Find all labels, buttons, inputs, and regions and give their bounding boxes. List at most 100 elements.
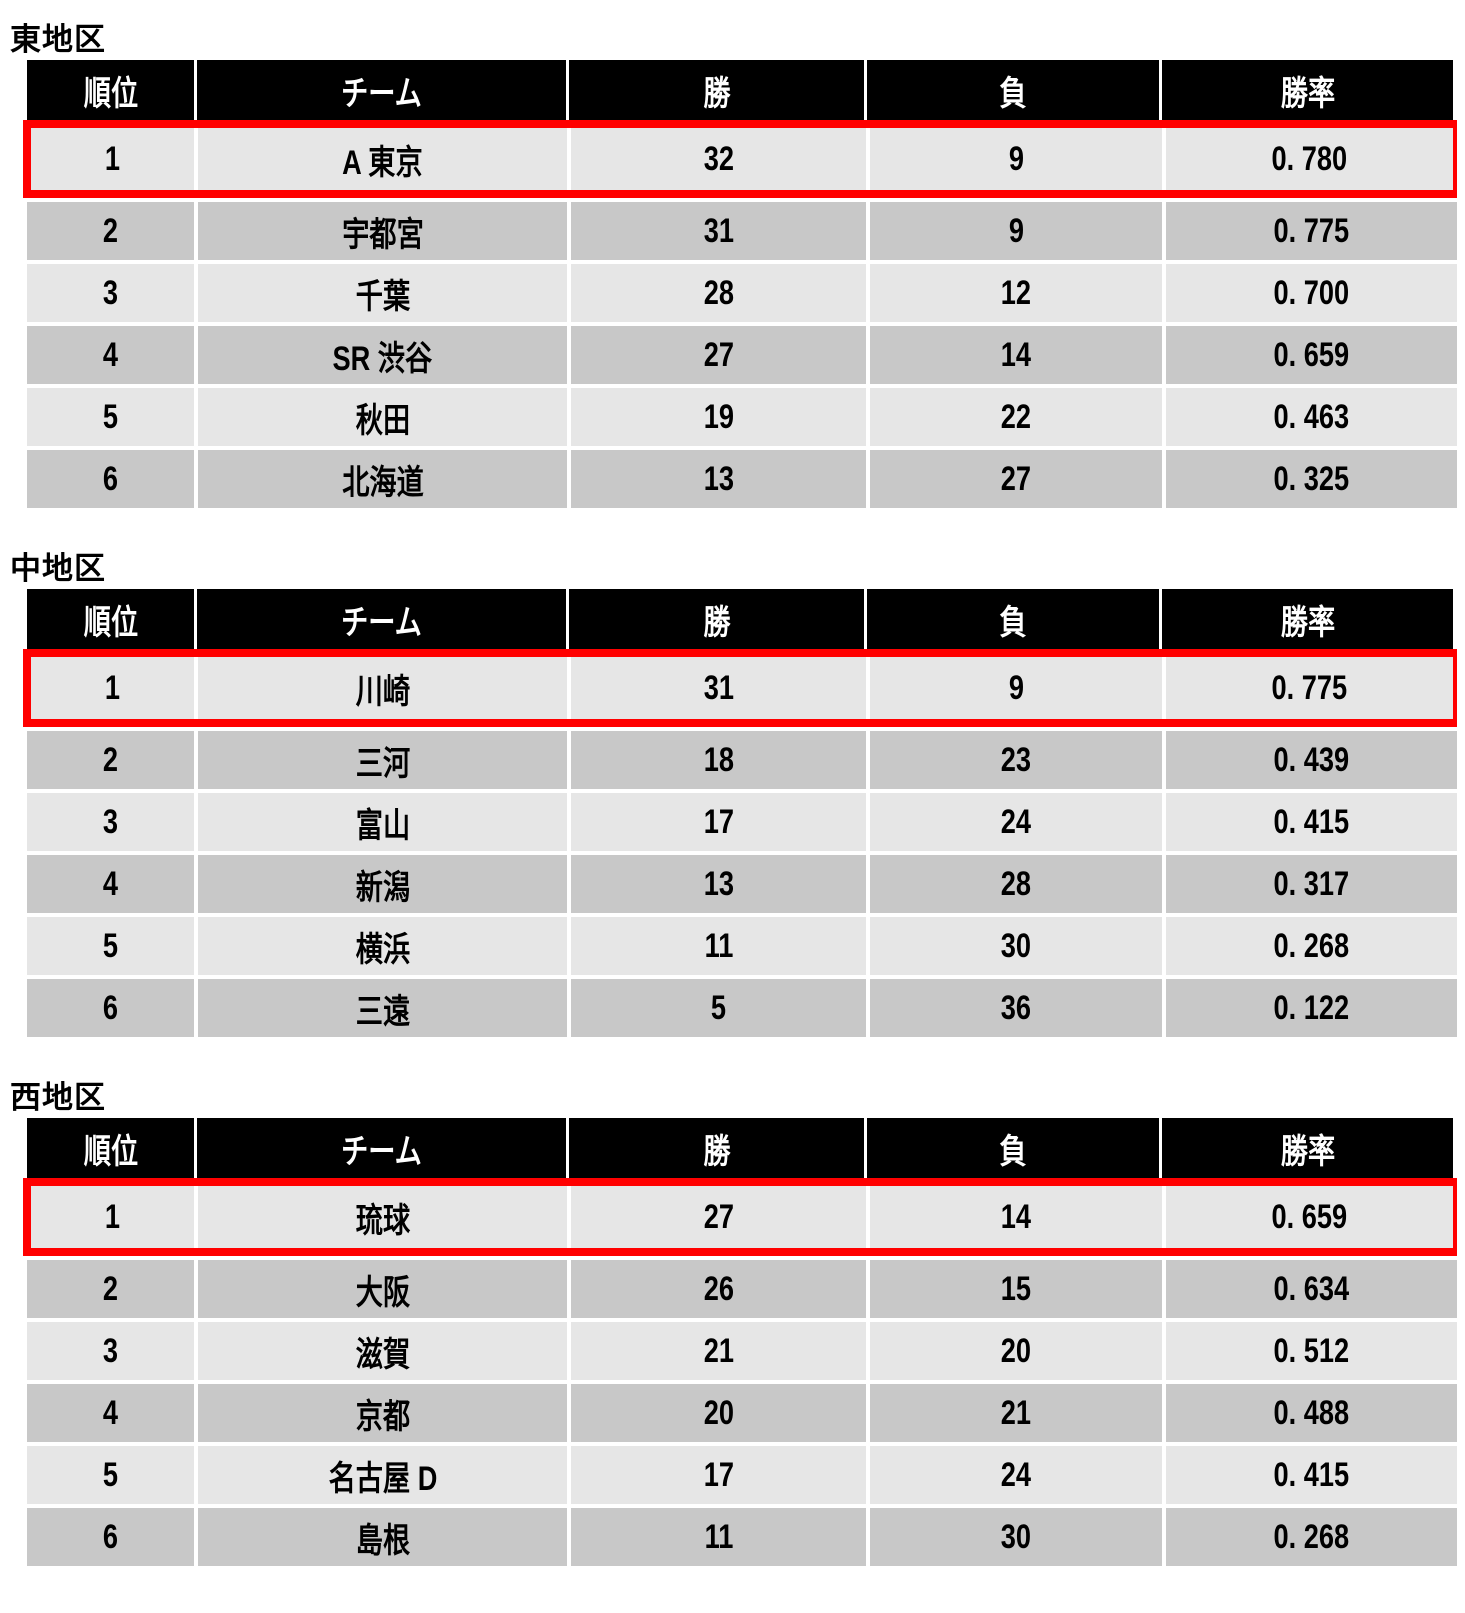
cell-value: 23	[1000, 740, 1032, 779]
cell-losses: 14	[870, 326, 1162, 384]
cell-value: 17	[703, 1455, 734, 1494]
cell-losses: 20	[870, 1322, 1162, 1380]
cell-rank: 6	[27, 1508, 194, 1566]
cell-team: 宇都宮	[198, 202, 567, 260]
cell-value: 1	[104, 139, 121, 178]
cell-value: 5	[102, 1455, 119, 1494]
cell-losses: 24	[870, 793, 1162, 851]
cell-value: 2	[102, 211, 119, 250]
cell-wins: 21	[571, 1322, 866, 1380]
table-row: 5 秋田 19 22 0. 463	[27, 388, 1457, 446]
header-label: 負	[999, 603, 1027, 642]
cell-value: 36	[1000, 988, 1032, 1027]
cell-win-pct: 0. 325	[1166, 450, 1457, 508]
cell-value: 5	[710, 988, 727, 1027]
cell-team: 琉球	[198, 1186, 567, 1248]
cell-losses: 24	[870, 1446, 1162, 1504]
header-label: 負	[999, 1132, 1027, 1171]
highlighted-table-row: 1 A 東京 32 9 0. 780	[23, 120, 1457, 198]
header-rank: 順位	[27, 589, 194, 649]
cell-losses: 27	[870, 450, 1162, 508]
table-row: 4 新潟 13 28 0. 317	[27, 855, 1457, 913]
table-row: 5 名古屋 D 17 24 0. 415	[27, 1446, 1457, 1504]
cell-rank: 6	[27, 979, 194, 1037]
header-label: 勝	[702, 1132, 731, 1171]
division-title: 東地区	[10, 22, 106, 57]
table-row: 4 SR 渋谷 27 14 0. 659	[27, 326, 1457, 384]
cell-value: 川崎	[355, 672, 410, 711]
cell-value: 0. 780	[1271, 139, 1348, 178]
cell-value: 24	[1000, 802, 1032, 841]
cell-losses: 28	[870, 855, 1162, 913]
cell-value: 横浜	[355, 930, 410, 969]
cell-value: 0. 775	[1271, 668, 1348, 707]
table-header: 順位 チーム 勝 負 勝率	[27, 589, 1453, 649]
cell-win-pct: 0. 775	[1166, 202, 1457, 260]
cell-value: 0. 488	[1273, 1393, 1350, 1432]
cell-losses: 9	[870, 657, 1162, 719]
cell-wins: 28	[571, 264, 866, 322]
cell-value: 1	[104, 668, 121, 707]
cell-value: 0. 659	[1271, 1197, 1348, 1236]
cell-team: 三遠	[198, 979, 567, 1037]
cell-wins: 31	[571, 657, 866, 719]
table-row: 5 横浜 11 30 0. 268	[27, 917, 1457, 975]
standings-table: 順位 チーム 勝 負 勝率 1 琉球 27 14 0. 659 2 大阪 26 15 0. 634 3 滋賀 21…	[23, 1118, 1457, 1566]
cell-losses: 22	[870, 388, 1162, 446]
cell-value: 13	[703, 864, 734, 903]
cell-value: 11	[704, 1517, 733, 1556]
cell-value: 三河	[355, 744, 410, 783]
cell-wins: 11	[571, 917, 866, 975]
cell-value: 0. 325	[1273, 459, 1350, 498]
cell-rank: 1	[31, 1186, 194, 1248]
cell-win-pct: 0. 512	[1166, 1322, 1457, 1380]
cell-value: 3	[102, 802, 119, 841]
cell-losses: 21	[870, 1384, 1162, 1442]
cell-value: 19	[703, 397, 734, 436]
header-label: 順位	[83, 74, 138, 113]
cell-win-pct: 0. 415	[1166, 1446, 1457, 1504]
header-rank: 順位	[27, 1118, 194, 1178]
cell-team: 川崎	[198, 657, 567, 719]
cell-value: 大阪	[355, 1273, 410, 1312]
cell-value: 30	[1000, 926, 1032, 965]
cell-wins: 27	[571, 326, 866, 384]
cell-value: 21	[703, 1331, 734, 1370]
cell-wins: 11	[571, 1508, 866, 1566]
cell-win-pct: 0. 268	[1166, 1508, 1457, 1566]
division-title: 中地区	[10, 551, 106, 586]
cell-value: 5	[102, 926, 119, 965]
cell-team: 名古屋 D	[198, 1446, 567, 1504]
cell-win-pct: 0. 780	[1166, 128, 1453, 190]
cell-value: 15	[1000, 1269, 1032, 1308]
cell-value: 0. 268	[1273, 1517, 1350, 1556]
cell-value: 0. 463	[1273, 397, 1350, 436]
cell-value: 0. 659	[1273, 335, 1350, 374]
header-losses: 負	[867, 60, 1159, 120]
header-label: チーム	[341, 1132, 422, 1171]
cell-wins: 13	[571, 855, 866, 913]
header-label: チーム	[341, 603, 422, 642]
cell-value: 0. 317	[1273, 864, 1350, 903]
cell-wins: 17	[571, 1446, 866, 1504]
cell-rank: 2	[27, 1260, 194, 1318]
cell-value: 0. 439	[1273, 740, 1350, 779]
cell-losses: 15	[870, 1260, 1162, 1318]
cell-value: 6	[102, 459, 119, 498]
cell-value: 4	[102, 864, 119, 903]
cell-value: 14	[1000, 1197, 1032, 1236]
cell-value: 30	[1000, 1517, 1032, 1556]
cell-value: 28	[703, 273, 734, 312]
cell-win-pct: 0. 488	[1166, 1384, 1457, 1442]
table-row: 6 三遠 5 36 0. 122	[27, 979, 1457, 1037]
cell-losses: 9	[870, 202, 1162, 260]
cell-losses: 23	[870, 731, 1162, 789]
cell-value: 4	[102, 335, 119, 374]
header-label: 勝率	[1280, 1132, 1335, 1171]
cell-rank: 5	[27, 917, 194, 975]
cell-value: 6	[102, 1517, 119, 1556]
cell-win-pct: 0. 634	[1166, 1260, 1457, 1318]
cell-value: 富山	[355, 806, 410, 845]
cell-wins: 18	[571, 731, 866, 789]
header-label: 順位	[83, 603, 138, 642]
